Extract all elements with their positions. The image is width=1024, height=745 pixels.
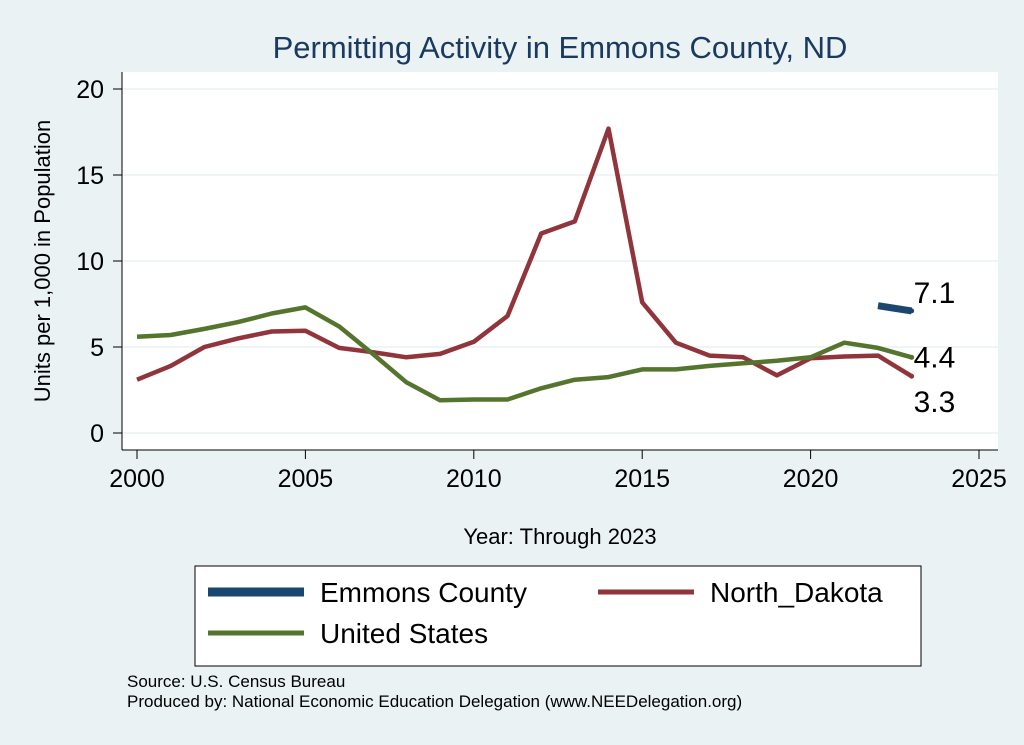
- chart-title: Permitting Activity in Emmons County, ND: [273, 30, 848, 65]
- x-axis-label: Year: Through 2023: [463, 524, 656, 549]
- legend-label-north-dakota: North_Dakota: [710, 577, 883, 608]
- united-states-end-point: [909, 354, 915, 360]
- legend-label-united-states: United States: [320, 618, 488, 649]
- legend: Emmons County North_Dakota United States: [208, 577, 883, 649]
- north-dakota-end-label: 3.3: [914, 386, 956, 419]
- source-line: Source: U.S. Census Bureau: [127, 672, 346, 691]
- emmons-county-end-label: 7.1: [914, 277, 956, 310]
- series-group: 7.1 3.3 4.4: [136, 126, 956, 419]
- y-tick-label: 5: [90, 334, 104, 362]
- emmons-county-end-point: [909, 308, 915, 314]
- emmons-county-line: [877, 302, 913, 315]
- legend-box: [194, 565, 922, 667]
- producer-line: Produced by: National Economic Education…: [127, 692, 743, 711]
- y-tick-label: 0: [90, 420, 104, 448]
- north-dakota-end-point: [909, 373, 915, 379]
- x-tick-label: 2025: [951, 465, 1007, 493]
- y-tick-label: 15: [76, 162, 104, 190]
- x-tick-label: 2010: [446, 465, 502, 493]
- x-tick-label: 2000: [109, 465, 165, 493]
- north-dakota-line: [136, 126, 913, 382]
- x-tick-label: 2020: [783, 465, 839, 493]
- y-ticks: 0 5 10 15 20: [76, 76, 122, 448]
- x-tick-label: 2005: [278, 465, 334, 493]
- grid-lines: [122, 88, 998, 434]
- y-tick-label: 10: [76, 248, 104, 276]
- united-states-end-label: 4.4: [914, 341, 956, 374]
- y-axis-label: Units per 1,000 in Population: [30, 120, 55, 403]
- legend-label-emmons-county: Emmons County: [320, 577, 527, 608]
- x-tick-label: 2015: [614, 465, 670, 493]
- x-ticks: 2000 2005 2010 2015 2020 2025: [109, 450, 1007, 493]
- united-states-line: [136, 305, 913, 403]
- y-tick-label: 20: [76, 76, 104, 104]
